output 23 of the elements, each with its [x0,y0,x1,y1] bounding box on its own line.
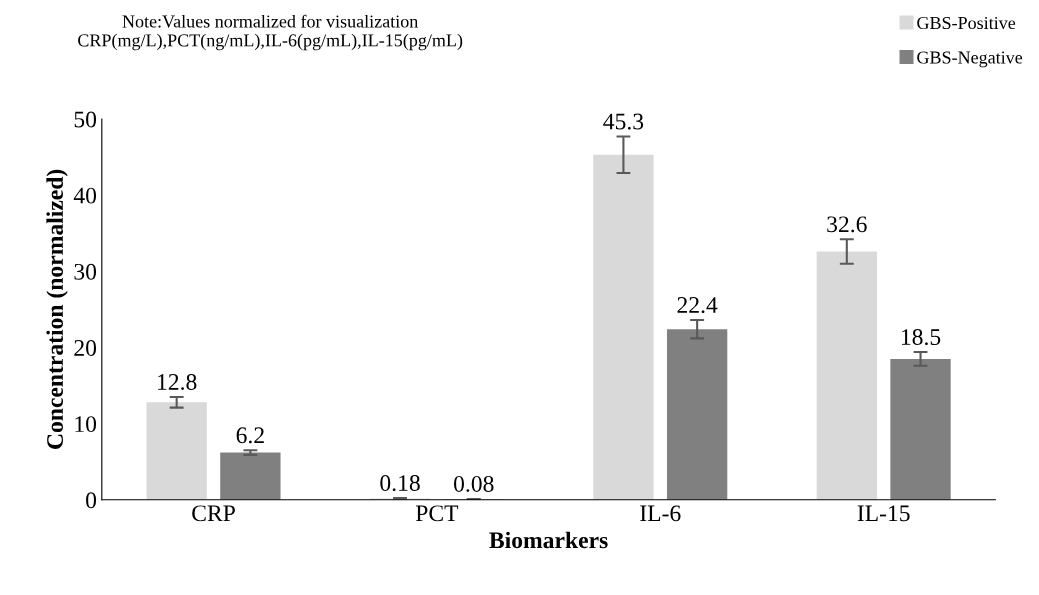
x-tick-label: PCT [415,505,459,522]
y-tick-label: 30 [74,263,97,280]
data-label: 12.8 [158,373,197,391]
y-axis-title: Concentration (normalized) [46,169,68,449]
data-label: 32.6 [827,216,867,233]
data-label: 45.3 [603,113,644,130]
data-label: 6.2 [236,427,264,444]
y-tick-label: 50 [74,111,97,128]
text: Note:Values normalized for visualization CRP(mg/L),PCT(ng/mL),IL-6(pg/mL),IL-15(pg/mL) [78,14,463,51]
data-label: 0.08 [454,475,494,492]
x-axis-title: Biomarkers [489,531,608,549]
data-label: 0.18 [380,475,420,492]
y-tick-label: 20 [74,339,97,356]
legend-label: GBS-Negative [917,51,1023,68]
data-label: 22.4 [677,297,718,314]
y-tick-label: 40 [73,187,97,204]
x-tick-label: IL-15 [857,505,910,522]
x-tick-label: CRP [192,505,235,522]
data-label: 18.5 [901,329,941,346]
y-tick-label: 10 [75,416,97,433]
y-tick-label: 0 [86,492,97,509]
legend-label: GBS-Positive [917,16,1016,30]
x-tick-label: IL-6 [640,505,681,522]
